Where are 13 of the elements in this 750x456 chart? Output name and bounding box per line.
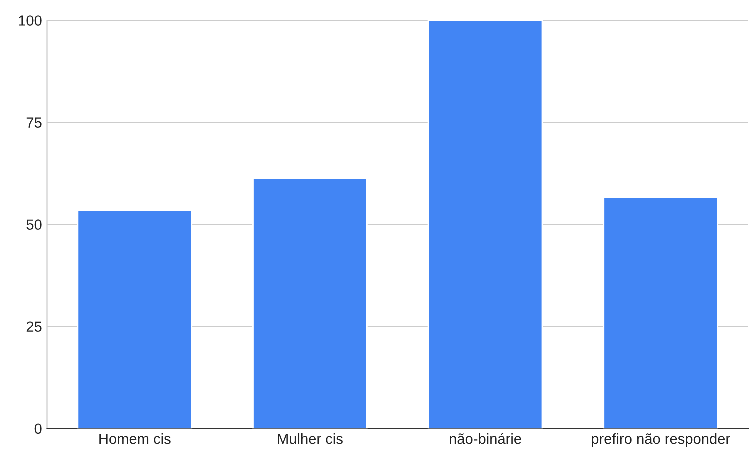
- bar: [603, 196, 719, 429]
- x-tick-label: prefiro não responder: [592, 434, 730, 448]
- y-tick-label: 100: [19, 16, 42, 26]
- bar: [428, 20, 544, 429]
- y-tick-label: 75: [26, 118, 42, 128]
- x-tick-label: Mulher cis: [278, 434, 343, 444]
- x-tick-label: não-binárie: [450, 433, 522, 444]
- y-tick-label: 50: [26, 220, 42, 230]
- bar: [252, 178, 368, 429]
- y-tick-label: 25: [26, 322, 42, 332]
- y-tick-label: 0: [34, 424, 42, 434]
- bar: [77, 210, 193, 429]
- x-tick-label: Homem cis: [100, 434, 171, 444]
